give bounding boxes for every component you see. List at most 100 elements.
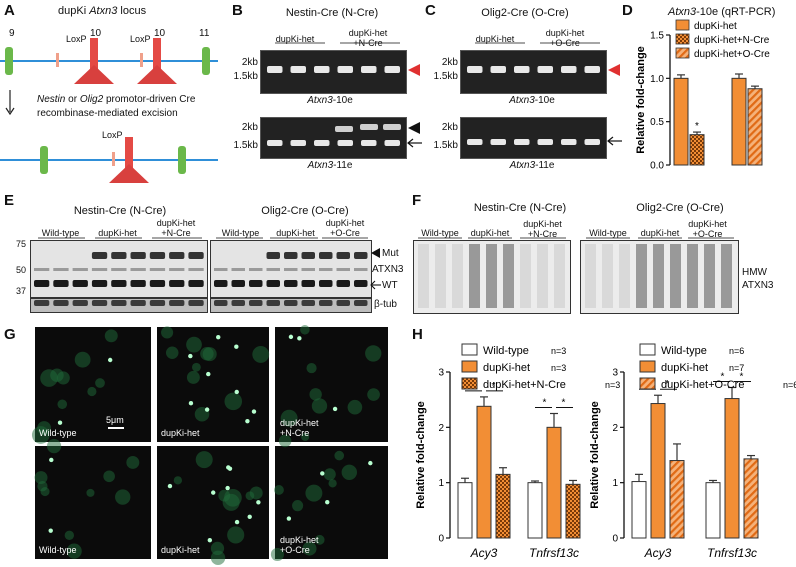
mic-background-blob: [301, 432, 310, 442]
mic-background-blob: [173, 476, 183, 485]
chart-h-right-category-label: Tnfrsf13c: [707, 546, 757, 560]
panel-h-letter: H: [412, 326, 423, 343]
mic-background-blob: [74, 351, 91, 368]
exon-10a-box: [90, 38, 98, 82]
gel-b-2kb: 2kb: [241, 57, 258, 68]
wb-mut-band: [169, 252, 185, 259]
arrowhead-b-10e: [408, 64, 420, 76]
panel-f-title-ncre: Nestin-Cre (N-Cre): [473, 202, 567, 214]
chart-h-right-legend-n: n=7: [729, 363, 744, 373]
chart-h-right-bar: [743, 458, 759, 539]
panel-d-title: Atxn3-10e (qRT-PCR): [668, 6, 776, 18]
excision-description: Nestin or Olig2 promotor-driven Cre reco…: [37, 94, 196, 119]
mic-inclusion-dot: [325, 499, 330, 505]
mw-75: 75: [15, 239, 26, 249]
chart-d-ytick-label: 0.0: [650, 161, 664, 172]
chart-h-left-legend-n: n=3: [551, 346, 566, 356]
chart-h-left-legend-label: Wild-type: [483, 345, 529, 357]
wb-wt-band: [72, 280, 88, 287]
micrograph-dk-ocre: [157, 446, 269, 559]
mic-background-blob: [104, 329, 118, 343]
wb-wt-band: [231, 280, 245, 287]
mic-background-blob: [34, 471, 48, 485]
mic-background-blob: [46, 438, 62, 454]
chart-h-right-ytick-label: 3: [612, 368, 618, 379]
chart-d-sig: *: [695, 121, 699, 132]
wb-mut-band: [111, 252, 127, 259]
chart-h-right-sig: *: [666, 379, 670, 390]
chart-h-right-legend-n: n=6: [783, 380, 796, 390]
gel-band: [361, 140, 377, 146]
chart-h-left-ylabel: Relative fold-change: [415, 401, 427, 509]
wb-faint-band: [214, 268, 228, 271]
micrograph-dk-ncre: [157, 327, 269, 442]
gel-c-2kb-b: 2kb: [441, 122, 458, 133]
chart-h-right-ytick-label: 2: [612, 423, 618, 434]
hmw-smear-lane: [486, 244, 497, 308]
mic-inclusion-dot: [57, 420, 63, 425]
chart-h-right-category-label: Acy3: [644, 546, 672, 560]
chart-h-left-bar: [527, 482, 543, 539]
blot-f-lane-dk2: dupKi-het: [640, 228, 680, 238]
mic-inclusion-dot: [216, 334, 221, 340]
mic-background-blob: [31, 426, 50, 444]
chart-h-left-bar: [476, 405, 492, 539]
mic-inclusion-dot: [207, 537, 213, 543]
mic-background-blob: [274, 485, 284, 495]
chart-h-left-bar: [457, 482, 473, 539]
mic-background-blob: [95, 378, 105, 388]
mic-background-blob: [252, 346, 270, 363]
hmw-smear-lane: [435, 244, 446, 308]
chart-d-legend-swatch: [675, 19, 690, 31]
gel-band: [514, 66, 530, 73]
chart-h-right-bar: [724, 398, 740, 539]
arrowhead-c-10e: [608, 64, 620, 76]
mic-inclusion-dot: [234, 344, 239, 349]
wb-mut-band: [319, 252, 333, 259]
hmw-smear-lane: [619, 244, 630, 308]
mic-inclusion-dot: [368, 460, 373, 466]
blot-f-lane-ncre: dupKi-het +N-Cre: [523, 219, 562, 239]
loxp-3-label: LoxP: [102, 130, 123, 140]
mic-inclusion-dot: [286, 516, 292, 521]
wb-wt-band: [214, 280, 228, 287]
wb-faint-band: [231, 268, 245, 271]
gel-band: [514, 139, 530, 145]
gel-c-2kb: 2kb: [441, 57, 458, 68]
panel-c-title: Olig2-Cre (O-Cre): [481, 7, 569, 19]
mic-label-wt2: Wild-type: [39, 545, 77, 555]
gel-band: [561, 139, 577, 145]
gel-c-15kb: 1.5kb: [433, 71, 458, 82]
exon-10b-box: [153, 38, 161, 82]
panel-e-title-ocre: Olig2-Cre (O-Cre): [261, 205, 349, 217]
mic-background-blob: [186, 336, 202, 353]
mic-inclusion-dot: [204, 407, 210, 412]
mic-background-blob: [202, 347, 217, 362]
label-atxn3: ATXN3: [372, 264, 404, 275]
hmw-smear-lane: [520, 244, 531, 308]
wb-faint-band: [336, 268, 350, 271]
mic-inclusion-dot: [245, 418, 250, 424]
gel-b-2kb-b: 2kb: [241, 122, 258, 133]
mic-background-blob: [347, 399, 363, 415]
mic-background-blob: [126, 455, 140, 469]
wb-tub-band: [266, 300, 280, 306]
mic-inclusion-dot: [288, 334, 294, 340]
blot-f-lane-wt2: Wild-type: [589, 228, 627, 238]
mic-inclusion-dot: [107, 357, 113, 363]
chart-d-ytick-label: 0.5: [650, 117, 664, 128]
wb-mut-band: [336, 252, 350, 259]
chart-d-legend-swatch: [675, 33, 690, 45]
wb-mut-band: [91, 252, 108, 259]
wb-faint-band: [319, 268, 333, 271]
mic-inclusion-dot: [320, 471, 325, 476]
blot-f-lane-dk1: dupKi-het: [470, 228, 510, 238]
wb-tub-band: [319, 300, 333, 306]
gel-band: [467, 139, 483, 145]
blot-e-lane-dk2: dupKi-het: [276, 228, 315, 238]
wb-wt-band: [188, 280, 204, 287]
blot-e-lane-wt2: Wild-type: [221, 228, 260, 238]
wb-wt-band: [354, 280, 368, 287]
